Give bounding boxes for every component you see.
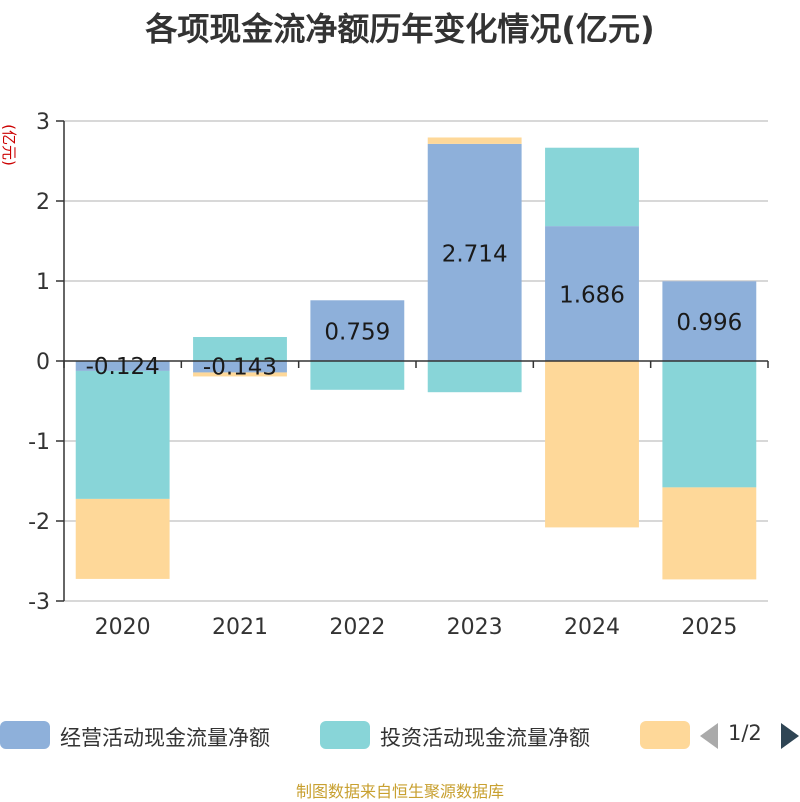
legend-next-page-icon[interactable]: [781, 723, 799, 749]
legend-item-financing[interactable]: [640, 718, 695, 750]
x-tick-label: 2021: [212, 615, 268, 640]
x-tick-label: 2020: [95, 615, 151, 640]
bar-1-2024: [545, 226, 639, 361]
y-tick-label: 0: [36, 350, 50, 375]
y-tick-label: -1: [28, 430, 50, 455]
x-tick-label: 2022: [329, 615, 385, 640]
legend-item-operating[interactable]: 经营活动现金流量净额: [0, 718, 300, 750]
data-label: 1.686: [559, 283, 625, 309]
chart-title: 各项现金流净额历年变化情况(亿元): [145, 10, 655, 48]
data-label: -0.143: [203, 355, 277, 381]
bar-3-2020: [75, 498, 170, 579]
bar-1-2023: [427, 143, 522, 361]
bar-1-2025: [662, 281, 757, 361]
bar-1-2020: [75, 361, 170, 371]
legend-label-investing: 投资活动现金流量净额: [380, 726, 590, 750]
legend-swatch-financing: [640, 721, 690, 749]
bar-3-2025: [662, 487, 757, 580]
y-tick-label: 3: [36, 110, 50, 135]
x-tick-label: 2024: [564, 615, 620, 640]
legend: 经营活动现金流量净额 投资活动现金流量净额 1/2: [0, 713, 800, 757]
x-tick-label: 2023: [447, 615, 503, 640]
data-label: 0.996: [676, 310, 742, 336]
y-tick-label: 2: [36, 190, 50, 215]
bar-2-2022: [310, 361, 405, 390]
legend-swatch-operating: [0, 721, 50, 749]
bar-1-2022: [310, 300, 405, 361]
legend-swatch-investing: [320, 721, 370, 749]
bar-2-2020: [75, 370, 170, 499]
bar-3-2021: [193, 372, 287, 377]
data-label: 0.759: [324, 320, 390, 346]
y-tick-label: -2: [28, 510, 50, 535]
data-source-note: 制图数据来自恒生聚源数据库: [295, 782, 504, 801]
legend-prev-page-icon[interactable]: [700, 723, 718, 749]
legend-page-indicator: 1/2: [728, 721, 762, 745]
bar-2-2023: [427, 361, 522, 393]
bar-2-2025: [662, 361, 757, 488]
x-tick-label: 2025: [681, 615, 737, 640]
bar-2-2024: [545, 147, 639, 227]
bar-2-2021: [193, 337, 287, 361]
bar-chart: 3 2 1 0 -1 -2 -3 (亿元) 2020 2021 2022 2023 2024 2025 -0…: [0, 110, 769, 640]
bar-1-2021: [193, 361, 287, 373]
y-tick-label: -3: [28, 590, 50, 615]
legend-label-operating: 经营活动现金流量净额: [60, 726, 270, 750]
bar-3-2023: [427, 137, 522, 144]
data-label: 2.714: [442, 241, 508, 267]
y-tick-label: 1: [36, 270, 50, 295]
y-axis-label: (亿元): [0, 124, 18, 166]
data-label: -0.124: [86, 354, 160, 380]
bar-3-2024: [545, 361, 639, 528]
legend-item-investing[interactable]: 投资活动现金流量净额: [320, 718, 620, 750]
